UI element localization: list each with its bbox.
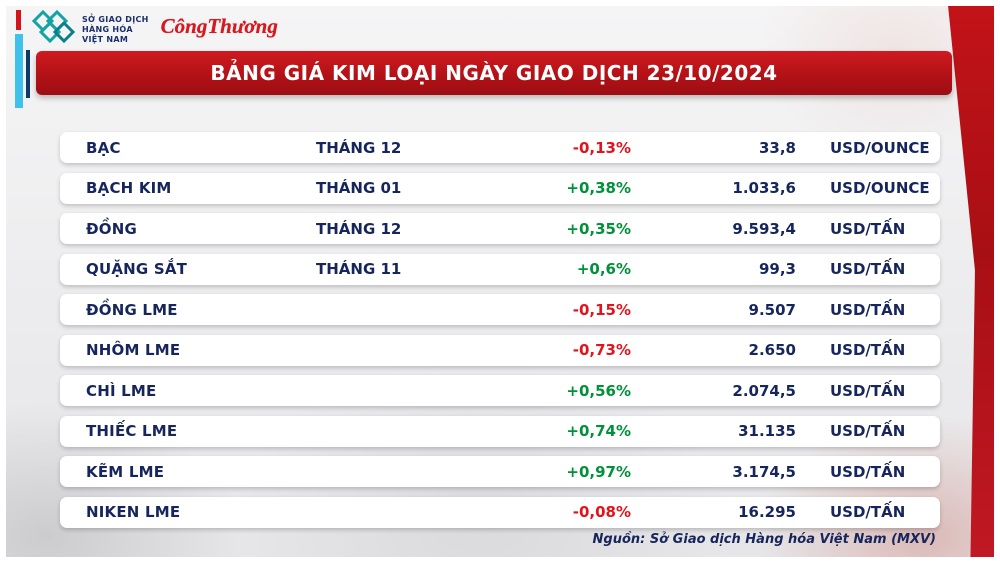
- mxv-diamond-icon: [31, 9, 76, 50]
- price-unit: USD/TẤN: [830, 422, 906, 440]
- table-row: CHÌ LME +0,56% 2.074,5 USD/TẤN: [60, 375, 940, 406]
- table-row: THIẾC LME +0,74% 31.135 USD/TẤN: [60, 415, 940, 447]
- price-unit: USD/OUNCE: [830, 138, 930, 157]
- background-stage: SỞ GIAO DỊCH HÀNG HÓA VIỆT NAM CôngThươn…: [6, 6, 994, 557]
- mxv-logo-line: SỞ GIAO DỊCH: [82, 15, 149, 24]
- price-value: 9.507: [748, 300, 796, 319]
- change-percent: +0,6%: [576, 260, 631, 278]
- congthuong-logo: CôngThương: [160, 14, 278, 38]
- commodity-name: QUẶNG SẮT: [86, 260, 188, 278]
- left-red-stripe-decor: [16, 10, 21, 30]
- table-row: QUẶNG SẮT THÁNG 11 +0,6% 99,3 USD/TẤN: [60, 253, 940, 285]
- price-unit: USD/OUNCE: [830, 179, 930, 197]
- price-value: 2.074,5: [732, 381, 796, 400]
- commodity-name: BẠCH KIM: [86, 179, 172, 197]
- commodity-name: BẠC: [86, 138, 121, 157]
- commodity-name: ĐỒNG: [86, 219, 137, 238]
- change-percent: -0,08%: [572, 503, 631, 521]
- change-percent: -0,15%: [572, 300, 631, 319]
- commodity-name: CHÌ LME: [86, 381, 157, 400]
- price-value: 99,3: [758, 260, 796, 278]
- commodity-name: NIKEN LME: [86, 503, 181, 521]
- mxv-logo: SỞ GIAO DỊCH HÀNG HÓA VIỆT NAM: [31, 9, 149, 50]
- price-unit: USD/TẤN: [830, 381, 906, 400]
- price-value: 33,8: [758, 138, 796, 157]
- price-unit: USD/TẤN: [830, 260, 906, 278]
- commodity-name: NHÔM LME: [86, 341, 181, 359]
- contract-month: THÁNG 12: [316, 138, 402, 157]
- table-row: ĐỒNG LME -0,15% 9.507 USD/TẤN: [60, 294, 940, 325]
- price-value: 3.174,5: [732, 462, 796, 481]
- mxv-logo-line: VIỆT NAM: [82, 35, 129, 44]
- table-row: ĐỒNG THÁNG 12 +0,35% 9.593,4 USD/TẤN: [60, 213, 940, 244]
- mxv-logo-line: HÀNG HÓA: [82, 25, 133, 34]
- price-table: BẠC THÁNG 12 -0,13% 33,8 USD/OUNCE BẠCH …: [60, 132, 940, 537]
- price-value: 1.033,6: [732, 179, 796, 197]
- title-banner: BẢNG GIÁ KIM LOẠI NGÀY GIAO DỊCH 23/10/2…: [36, 51, 952, 95]
- change-percent: -0,73%: [572, 341, 631, 359]
- commodity-name: ĐỒNG LME: [86, 300, 178, 319]
- table-row: BẠCH KIM THÁNG 01 +0,38% 1.033,6 USD/OUN…: [60, 172, 940, 204]
- price-value: 2.650: [748, 341, 796, 359]
- contract-month: THÁNG 01: [316, 179, 402, 197]
- commodity-name: THIẾC LME: [86, 422, 178, 440]
- price-unit: USD/TẤN: [830, 341, 906, 359]
- price-unit: USD/TẤN: [830, 219, 906, 238]
- table-row: BẠC THÁNG 12 -0,13% 33,8 USD/OUNCE: [60, 132, 940, 163]
- page-title: BẢNG GIÁ KIM LOẠI NGÀY GIAO DỊCH 23/10/2…: [210, 61, 778, 85]
- price-unit: USD/TẤN: [830, 503, 906, 521]
- table-row: NIKEN LME -0,08% 16.295 USD/TẤN: [60, 496, 940, 528]
- table-row: NHÔM LME -0,73% 2.650 USD/TẤN: [60, 334, 940, 366]
- commodity-name: KẼM LME: [86, 462, 165, 481]
- header-logos: SỞ GIAO DỊCH HÀNG HÓA VIỆT NAM CôngThươn…: [31, 9, 278, 50]
- left-navy-stripe-decor: [26, 50, 30, 98]
- change-percent: +0,74%: [566, 422, 631, 440]
- change-percent: +0,97%: [566, 462, 631, 481]
- price-value: 16.295: [738, 503, 796, 521]
- change-percent: -0,13%: [572, 138, 631, 157]
- price-unit: USD/TẤN: [830, 300, 906, 319]
- left-cyan-stripe-decor: [15, 34, 23, 108]
- mxv-logo-text: SỞ GIAO DỊCH HÀNG HÓA VIỆT NAM: [82, 15, 149, 45]
- change-percent: +0,56%: [566, 381, 631, 400]
- price-unit: USD/TẤN: [830, 462, 906, 481]
- price-value: 31.135: [738, 422, 796, 440]
- source-note: Nguồn: Sở Giao dịch Hàng hóa Việt Nam (M…: [592, 532, 936, 547]
- table-row: KẼM LME +0,97% 3.174,5 USD/TẤN: [60, 456, 940, 487]
- contract-month: THÁNG 12: [316, 219, 402, 238]
- change-percent: +0,38%: [566, 179, 631, 197]
- price-value: 9.593,4: [732, 219, 796, 238]
- contract-month: THÁNG 11: [316, 260, 402, 278]
- change-percent: +0,35%: [566, 219, 631, 238]
